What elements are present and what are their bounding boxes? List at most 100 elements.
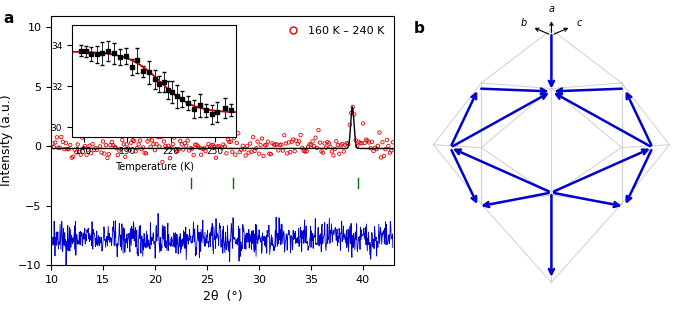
Text: a: a — [3, 11, 14, 26]
Point — [135, 138, 146, 143]
Point — [187, 146, 198, 151]
Point — [206, 143, 217, 148]
Point — [286, 139, 297, 144]
Point — [164, 156, 175, 161]
Point — [298, 148, 309, 153]
Point — [246, 149, 257, 154]
Point — [266, 152, 277, 157]
Point — [103, 152, 114, 157]
Point — [176, 142, 187, 147]
Point — [314, 140, 325, 145]
Point — [65, 142, 76, 147]
Point — [199, 146, 210, 151]
Point — [374, 130, 385, 135]
Point — [271, 142, 282, 147]
Point — [215, 129, 226, 134]
Point — [132, 146, 142, 151]
Point — [242, 144, 253, 149]
Point — [257, 136, 268, 141]
Point — [362, 138, 373, 143]
Point — [181, 143, 192, 148]
Point — [179, 141, 190, 146]
Point — [123, 146, 134, 151]
Point — [273, 148, 284, 153]
Point — [342, 142, 353, 147]
Point — [160, 143, 171, 148]
Point — [365, 146, 376, 151]
Point — [245, 141, 256, 146]
Point — [201, 145, 212, 150]
Point — [228, 135, 239, 140]
Point — [86, 151, 97, 156]
Point — [232, 140, 242, 145]
Point — [373, 143, 384, 148]
Point — [331, 139, 342, 144]
Point — [99, 151, 110, 156]
Point — [240, 153, 251, 158]
Point — [50, 140, 61, 145]
Point — [208, 142, 219, 147]
Point — [264, 151, 275, 156]
Point — [112, 153, 123, 158]
Point — [121, 142, 132, 147]
Point — [219, 144, 230, 149]
Point — [340, 142, 351, 147]
Point — [58, 139, 68, 144]
Point — [360, 137, 371, 142]
Point — [173, 147, 184, 152]
Point — [284, 140, 295, 145]
Point — [115, 147, 126, 152]
Point — [261, 142, 272, 147]
Point — [366, 139, 377, 144]
Point — [47, 141, 58, 146]
Point — [253, 151, 264, 156]
Point — [120, 154, 131, 159]
Point — [269, 142, 279, 147]
Point — [175, 139, 186, 144]
Point — [234, 150, 245, 155]
Point — [149, 148, 160, 153]
Point — [119, 142, 129, 147]
Point — [136, 147, 147, 152]
Point — [190, 142, 201, 147]
Point — [78, 145, 89, 150]
Point — [105, 143, 116, 148]
Point — [130, 149, 141, 154]
Point — [139, 150, 150, 155]
Point — [306, 142, 316, 147]
Point — [140, 151, 151, 156]
Point — [117, 138, 128, 143]
Point — [267, 141, 278, 146]
Point — [205, 133, 216, 138]
Point — [308, 144, 319, 149]
Legend: 160 K – 240 K: 160 K – 240 K — [277, 21, 388, 40]
Point — [194, 145, 205, 150]
Point — [96, 150, 107, 155]
Point — [350, 138, 361, 143]
Point — [223, 137, 234, 142]
Text: b: b — [414, 21, 425, 36]
Point — [328, 153, 339, 158]
Point — [280, 141, 291, 146]
Point — [317, 150, 328, 155]
Point — [51, 135, 62, 140]
Point — [71, 150, 82, 155]
Point — [325, 144, 336, 149]
Text: b: b — [520, 17, 527, 27]
Point — [329, 147, 340, 152]
Point — [310, 135, 321, 140]
Point — [172, 149, 183, 154]
Point — [380, 147, 391, 152]
Point — [237, 143, 248, 148]
Point — [383, 144, 394, 149]
Point — [209, 144, 220, 149]
Point — [54, 145, 65, 150]
Point — [338, 149, 349, 154]
Point — [110, 144, 121, 149]
Point — [368, 149, 379, 154]
Point — [351, 144, 362, 149]
Point — [62, 147, 73, 152]
Point — [203, 141, 214, 146]
Point — [322, 139, 333, 144]
Point — [60, 141, 71, 146]
